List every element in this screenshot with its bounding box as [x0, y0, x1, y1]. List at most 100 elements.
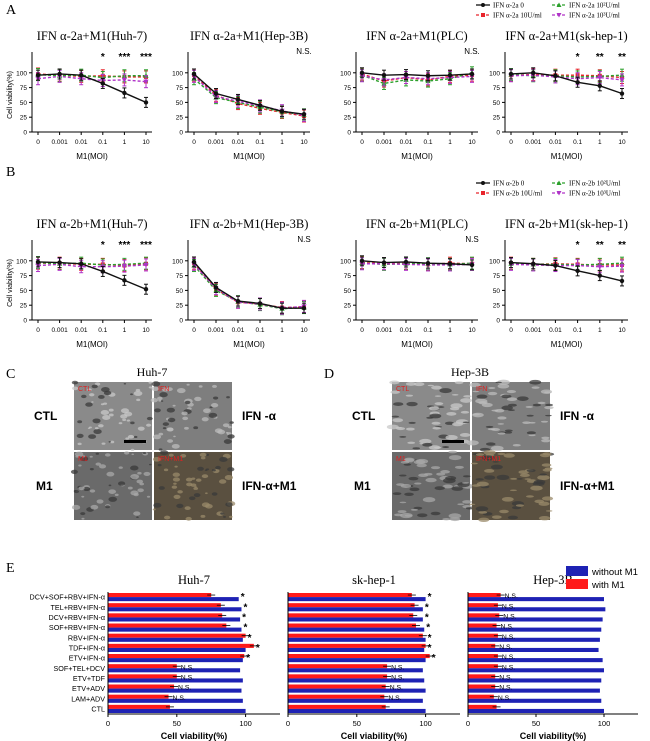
y-tick-label: 25 [176, 303, 184, 310]
cell-texture [510, 477, 518, 480]
data-point [619, 77, 625, 83]
tile-label: IFN [476, 386, 487, 393]
cell-texture [225, 502, 233, 507]
significance-label: N.S. [502, 654, 515, 661]
x-tick-label: 0.001 [208, 327, 225, 334]
chart-a1: IFN α-2a+M1(Huh-7) 0 25 50 75 100 0 0.001 0.01 0.… [7, 29, 152, 161]
cell-texture [108, 413, 114, 417]
legend-swatch-without-m1 [566, 566, 588, 576]
cell-texture [405, 381, 417, 386]
y-tick-label: 50 [344, 100, 352, 107]
x-axis-label: M1(MOI) [551, 152, 583, 161]
panel-letter-e: E [6, 561, 15, 576]
cell-texture [537, 401, 546, 405]
x-tick-label: 10 [142, 327, 150, 334]
cell-texture [133, 435, 138, 438]
data-point [235, 298, 241, 304]
bar-with-m1 [468, 684, 496, 689]
legend-marker [556, 191, 562, 196]
y-tick-label: 0 [347, 318, 351, 325]
panel-letter-a: A [6, 3, 17, 18]
series-line-0 [361, 72, 473, 77]
significance-label: * [428, 633, 432, 644]
cell-texture [186, 383, 190, 386]
significance-label: N.S. [503, 613, 516, 620]
cell-texture [400, 512, 413, 519]
category-label: RBV+IFN-α [68, 633, 105, 642]
legend-label: IFN α-2a 10³U/ml [569, 12, 620, 20]
cell-texture [166, 427, 174, 432]
x-tick-label: 0 [286, 719, 290, 728]
x-tick-label: 0.001 [376, 139, 393, 146]
data-point [597, 75, 603, 81]
legend-e: without M1 with M1 [566, 566, 638, 591]
x-tick-label: 0 [509, 139, 513, 146]
significance-label: N.S. [388, 695, 401, 702]
cell-texture [159, 392, 168, 398]
legend-label: IFN α-2a 10²U/ml [569, 2, 620, 10]
x-tick-label: 50 [173, 719, 181, 728]
data-point [575, 268, 580, 274]
legend-label: IFN α-2a 0 [493, 2, 524, 10]
x-axis-label: M1(MOI) [76, 152, 108, 161]
bar-with-m1 [288, 643, 426, 648]
data-point [575, 80, 580, 85]
x-tick-label: 0.1 [98, 327, 107, 334]
x-axis-label: M1(MOI) [233, 340, 265, 349]
chart-a3: IFN α-2a+M1(PLC) 0 25 50 75 100 0 0.001 0.01 0.1 1… [340, 29, 480, 161]
cell-texture [386, 424, 399, 430]
cell-texture [72, 386, 79, 391]
cell-texture [475, 453, 485, 456]
cell-texture [534, 499, 545, 504]
significance-label: N.S. [499, 685, 512, 692]
x-axis-label: Cell viability(%) [161, 731, 228, 741]
x-tick-label: 0.001 [525, 327, 542, 334]
tile-label: IFN+M1 [158, 456, 183, 463]
bar-without-m1 [108, 627, 242, 632]
cell-texture [157, 396, 163, 401]
bar-with-m1 [468, 664, 498, 669]
series-line-3 [361, 75, 473, 81]
cell-texture [417, 513, 428, 518]
data-point [425, 73, 431, 78]
cell-texture [163, 515, 171, 520]
bar-with-m1 [288, 674, 388, 679]
x-tick-label: 0.001 [51, 139, 68, 146]
cell-texture [158, 399, 162, 402]
cell-texture [130, 421, 135, 425]
series-line-0 [37, 73, 147, 104]
bar-without-m1 [108, 688, 242, 693]
x-tick-label: 0.01 [75, 139, 88, 146]
cell-texture [472, 484, 481, 487]
bar-with-m1 [108, 674, 177, 679]
bar-with-m1 [288, 664, 388, 669]
cell-texture [425, 477, 437, 483]
bar-without-m1 [108, 658, 243, 663]
cell-texture [177, 490, 183, 494]
cell-texture [524, 478, 532, 480]
cell-texture [126, 419, 131, 422]
bar-with-m1 [468, 674, 496, 679]
category-label: TEL+RBV+IFN-α [51, 603, 105, 612]
significance-label: * [426, 623, 430, 634]
bar-without-m1 [468, 688, 600, 693]
cell-texture [497, 432, 506, 435]
cell-texture [85, 402, 93, 407]
x-axis-label: M1(MOI) [551, 340, 583, 349]
cell-texture [135, 388, 141, 392]
bar-with-m1 [108, 643, 254, 648]
cell-texture [492, 461, 499, 463]
bar-with-m1 [108, 623, 227, 628]
bar-with-m1 [108, 664, 177, 669]
bar-with-m1 [468, 623, 497, 628]
cell-texture [137, 471, 142, 475]
cell-texture [399, 474, 407, 477]
data-point [597, 83, 602, 89]
y-tick-label: 25 [344, 303, 352, 310]
cell-texture [469, 382, 481, 388]
y-tick-label: 100 [172, 258, 183, 265]
y-axis-label: Cell viability(%) [7, 71, 14, 119]
data-point [57, 71, 62, 77]
cell-texture [219, 456, 228, 462]
y-tick-label: 75 [20, 85, 28, 92]
